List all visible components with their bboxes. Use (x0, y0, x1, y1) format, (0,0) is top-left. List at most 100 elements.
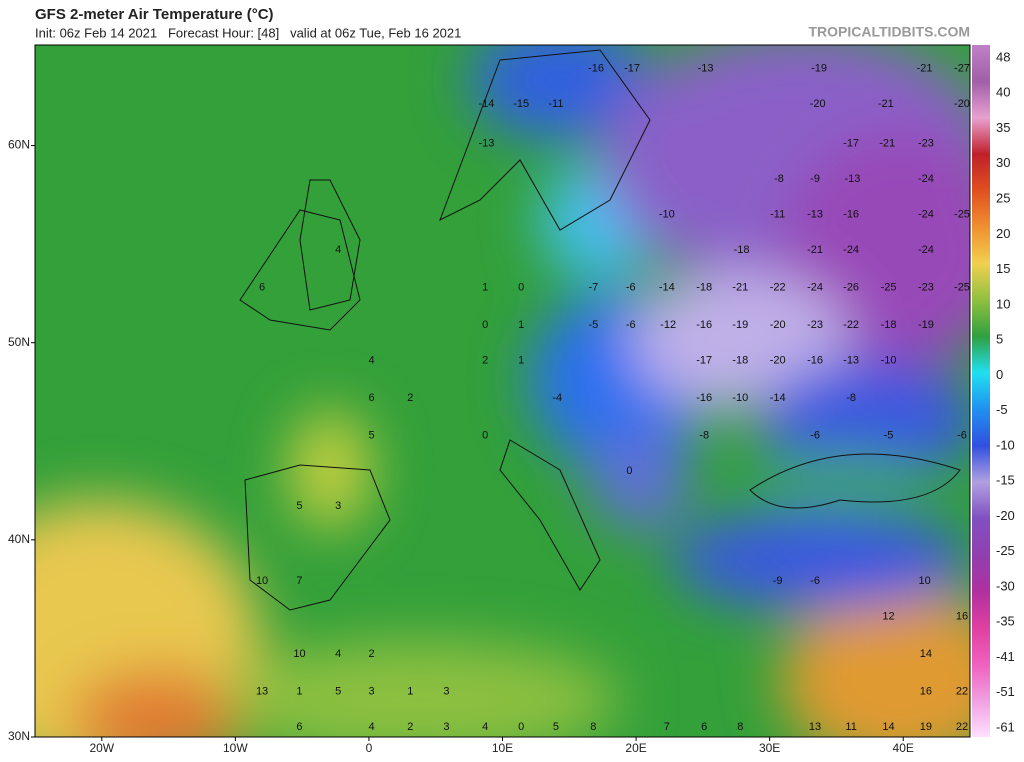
temperature-label: 2 (482, 354, 488, 366)
temperature-label: 3 (443, 721, 449, 733)
temperature-label: -24 (843, 244, 859, 256)
temperature-label: 7 (664, 721, 670, 733)
temperature-label: -16 (696, 319, 712, 331)
title: GFS 2-meter Air Temperature (°C) (35, 6, 274, 23)
temperature-label: 10 (918, 575, 930, 587)
temperature-label: -24 (918, 173, 934, 185)
temperature-label: -16 (843, 208, 859, 220)
temperature-label: -12 (660, 319, 676, 331)
temperature-label: 16 (920, 686, 932, 698)
temperature-label: 4 (335, 648, 341, 660)
temperature-label: -13 (845, 173, 861, 185)
temperature-label: 4 (335, 244, 341, 256)
x-tick-label: 0 (366, 741, 373, 755)
temperature-label: 6 (369, 392, 375, 404)
temperature-label: 5 (553, 721, 559, 733)
temperature-label: -6 (957, 429, 967, 441)
colorbar-label: 48 (996, 49, 1010, 64)
temperature-label: -6 (626, 319, 636, 331)
temperature-label: -10 (881, 354, 897, 366)
x-tick-label: 20E (625, 741, 646, 755)
temperature-label: -10 (732, 392, 748, 404)
temperature-label: -22 (770, 281, 786, 293)
temperature-label: 1 (482, 281, 488, 293)
temperature-label: -8 (699, 429, 709, 441)
temperature-label: -20 (954, 98, 970, 110)
y-tick-label: 60N (8, 138, 30, 152)
temperature-label: 11 (845, 721, 856, 733)
temperature-label: 3 (335, 500, 341, 512)
temperature-label: -25 (954, 208, 970, 220)
temperature-label: -22 (843, 319, 859, 331)
temperature-field (35, 45, 970, 737)
temperature-label: -14 (479, 98, 495, 110)
temperature-label: 13 (809, 721, 821, 733)
temperature-label: -18 (734, 244, 750, 256)
temperature-label: -11 (548, 98, 563, 110)
temperature-label: 4 (369, 721, 375, 733)
temperature-label: 2 (369, 648, 375, 660)
temperature-label: -13 (843, 354, 859, 366)
temperature-labels: -16 -17 -13 -19 -21 -27 -14 -15 -11 -20 -21 -20 -13 -… (256, 63, 970, 733)
temperature-label: -7 (588, 281, 598, 293)
temperature-label: 0 (482, 319, 488, 331)
colorbar: 48 40 35 30 25 20 15 10 5 0 -5 -10 -15 -20 -25 -30 -35 -4… (972, 45, 1015, 737)
temperature-label: -13 (807, 208, 823, 220)
temperature-label: -19 (918, 319, 934, 331)
temperature-label: -13 (479, 137, 495, 149)
temperature-label: -8 (846, 392, 856, 404)
temperature-label: -18 (881, 319, 897, 331)
temperature-label: 6 (259, 281, 265, 293)
temperature-label: -25 (881, 281, 897, 293)
x-tick-label: 30E (759, 741, 780, 755)
temperature-label: 16 (956, 611, 968, 623)
temperature-label: -21 (917, 63, 933, 75)
colorbar-label: -10 (996, 437, 1015, 452)
temperature-label: -9 (810, 173, 820, 185)
y-tick-label: 40N (8, 532, 30, 546)
temperature-label: -17 (696, 354, 712, 366)
temperature-label: -14 (659, 281, 675, 293)
temperature-label: -4 (552, 392, 562, 404)
temperature-label: 6 (701, 721, 707, 733)
x-tick-label: 10E (492, 741, 513, 755)
temperature-label: -16 (588, 63, 604, 75)
temperature-label: -23 (918, 137, 934, 149)
temperature-label: -21 (879, 137, 895, 149)
temperature-label: 1 (407, 686, 413, 698)
temperature-label: -20 (810, 98, 826, 110)
temperature-label: 19 (920, 721, 932, 733)
x-tick-label: 10W (223, 741, 248, 755)
temperature-label: -6 (626, 281, 636, 293)
temperature-label: -24 (807, 281, 823, 293)
temperature-label: 5 (335, 686, 341, 698)
temperature-label: -19 (811, 63, 827, 75)
colorbar-label: -30 (996, 578, 1015, 593)
axes: 20W 10W 0 10E 20E 30E 40E 60N 50N 40N 30N (8, 138, 914, 755)
temperature-label: 3 (369, 686, 375, 698)
colorbar-label: 10 (996, 296, 1010, 311)
subtitle: Init: 06z Feb 14 2021 Forecast Hour: [48… (35, 25, 461, 40)
temperature-label: -23 (918, 281, 934, 293)
temperature-label: 7 (296, 575, 302, 587)
temperature-label: 22 (956, 721, 968, 733)
temperature-label: 10 (293, 648, 305, 660)
temperature-label: -9 (773, 575, 783, 587)
temperature-label: 0 (482, 429, 488, 441)
temperature-label: 3 (443, 686, 449, 698)
temperature-label: 13 (256, 686, 268, 698)
temperature-label: 8 (737, 721, 743, 733)
temperature-label: -20 (770, 354, 786, 366)
temperature-label: 1 (296, 686, 302, 698)
temperature-label: -17 (843, 137, 859, 149)
colorbar-label: -61 (996, 719, 1015, 734)
temperature-label: 4 (369, 354, 375, 366)
temperature-label: 2 (407, 392, 413, 404)
temperature-label: 1 (518, 354, 524, 366)
temperature-label: -14 (770, 392, 786, 404)
temperature-label: -16 (696, 392, 712, 404)
temperature-label: 6 (296, 721, 302, 733)
temperature-label: 12 (882, 611, 894, 623)
temperature-label: 1 (518, 319, 524, 331)
x-tick-label: 20W (89, 741, 114, 755)
